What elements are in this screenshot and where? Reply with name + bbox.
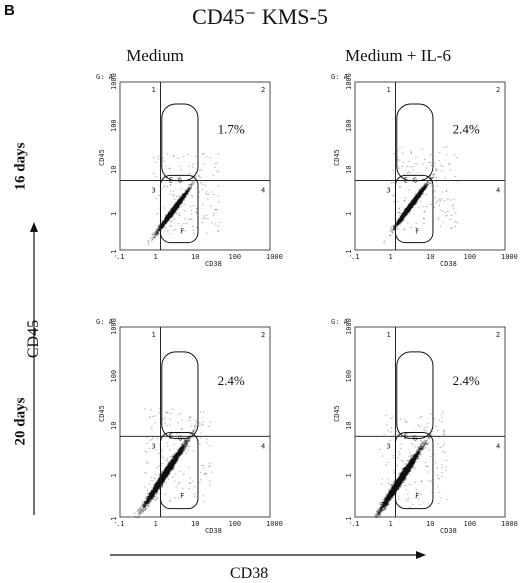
gate-letter-e: E (404, 432, 408, 440)
plot-frame (355, 82, 505, 250)
quadrant-label-1: 1 (151, 86, 155, 94)
x-tick-label: 100 (464, 253, 477, 261)
x-axis-label: CD38 (440, 527, 457, 535)
plot-frame (355, 327, 505, 517)
y-tick-label: 100 (110, 370, 118, 383)
figure-title: CD45⁻ KMS-5 (0, 4, 520, 30)
y-tick-label: 100 (110, 119, 118, 132)
x-tick-label: 10 (191, 253, 199, 261)
quadrant-label-3: 3 (151, 187, 155, 195)
quadrant-label-2: 2 (496, 86, 500, 94)
gate-letter-g: G (413, 177, 417, 185)
event-dots (374, 411, 447, 518)
quadrant-label-2: 2 (496, 331, 500, 339)
event-dots (383, 146, 458, 243)
x-tick-label: 10 (426, 520, 434, 528)
y-axis-label: CD45 (98, 405, 106, 422)
y-tick-label: .1 (110, 517, 118, 525)
y-axis-label: CD45 (98, 149, 106, 166)
row-label-16-days: 16 days (13, 132, 30, 202)
plot-frame (120, 327, 270, 517)
y-tick-label: .1 (110, 250, 118, 258)
gate-letter-f: F (415, 227, 419, 235)
y-axis-label: CD45 (333, 405, 341, 422)
quadrant-label-4: 4 (261, 187, 265, 195)
y-tick-label: 10 (110, 166, 118, 174)
plot-frame (120, 82, 270, 250)
x-tick-label: 1000 (501, 520, 518, 528)
y-tick-label: 10 (345, 166, 353, 174)
column-title-medium-il6: Medium + IL-6 (298, 46, 498, 66)
y-tick-label: 1000 (345, 318, 353, 335)
y-tick-label: 1 (110, 473, 118, 477)
x-axis-label: CD38 (205, 527, 222, 535)
quadrant-label-1: 1 (386, 86, 390, 94)
x-tick-label: 1000 (501, 253, 518, 261)
x-tick-label: 100 (229, 253, 242, 261)
y-tick-label: 1 (345, 212, 353, 216)
percentage-annotation: 2.4% (453, 373, 480, 388)
quadrant-label-3: 3 (151, 442, 155, 450)
column-title-medium: Medium (55, 46, 255, 66)
quadrant-label-4: 4 (261, 442, 265, 450)
quadrant-label-2: 2 (261, 86, 265, 94)
quadrant-label-2: 2 (261, 331, 265, 339)
gate-letter-g: G (178, 434, 182, 442)
x-axis-title: CD38 (230, 565, 268, 583)
gate-letter-e: E (169, 432, 173, 440)
x-tick-label: 100 (464, 520, 477, 528)
event-dots (134, 408, 213, 518)
percentage-annotation: 1.7% (218, 121, 245, 136)
x-tick-label: 1 (389, 520, 393, 528)
y-tick-label: 1 (345, 473, 353, 477)
x-tick-label: 1 (389, 253, 393, 261)
gate-upper (397, 352, 433, 439)
percentage-annotation: 2.4% (218, 373, 245, 388)
quadrant-label-3: 3 (386, 442, 390, 450)
x-axis-label: CD38 (440, 260, 457, 268)
x-tick-label: 1 (154, 520, 158, 528)
percentage-annotation: 2.4% (453, 121, 480, 136)
gate-letter-e: E (169, 177, 173, 185)
y-tick-label: 100 (345, 370, 353, 383)
gate-letter-e: E (404, 177, 408, 185)
gate-letter-f: F (180, 492, 184, 500)
gate-upper (162, 104, 198, 181)
x-tick-label: 1000 (266, 253, 283, 261)
y-axis-label: CD45 (333, 149, 341, 166)
x-axis-label: CD38 (205, 260, 222, 268)
y-tick-label: 10 (110, 422, 118, 430)
x-tick-label: 100 (229, 520, 242, 528)
gate-letter-f: F (415, 492, 419, 500)
y-tick-label: 1 (110, 212, 118, 216)
quadrant-label-4: 4 (496, 442, 500, 450)
x-tick-label: 10 (191, 520, 199, 528)
quadrant-label-1: 1 (151, 331, 155, 339)
x-tick-label: 1000 (266, 520, 283, 528)
x-tick-label: 10 (426, 253, 434, 261)
y-tick-label: .1 (345, 517, 353, 525)
gate-letter-g: G (178, 177, 182, 185)
y-tick-label: .1 (345, 250, 353, 258)
x-tick-label: 1 (154, 253, 158, 261)
y-tick-label: 100 (345, 119, 353, 132)
y-axis-arrow (24, 220, 44, 520)
x-axis-arrow (108, 548, 428, 562)
quadrant-label-3: 3 (386, 187, 390, 195)
quadrant-label-4: 4 (496, 187, 500, 195)
y-tick-label: 1000 (110, 73, 118, 90)
gate-upper (397, 104, 433, 181)
gate-letter-f: F (180, 227, 184, 235)
gate-letter-g: G (413, 434, 417, 442)
y-tick-label: 1000 (345, 73, 353, 90)
y-tick-label: 1000 (110, 318, 118, 335)
quadrant-label-1: 1 (386, 331, 390, 339)
y-tick-label: 10 (345, 422, 353, 430)
